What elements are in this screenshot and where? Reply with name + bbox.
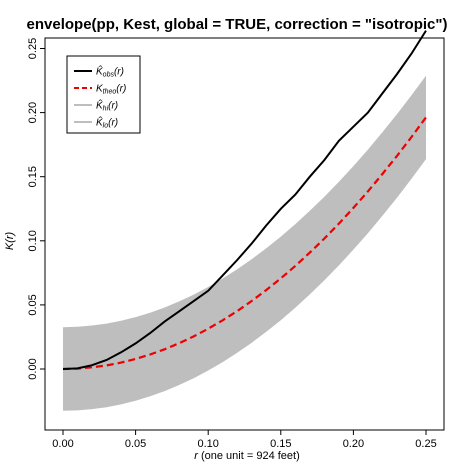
legend-suffix: (r) — [108, 118, 118, 129]
legend: K̂obs(r)Ktheo(r)K̂hi(r)K̂lo(r) — [67, 56, 140, 133]
y-tick-label: 0.10 — [27, 230, 39, 251]
x-axis-label-var: r — [194, 450, 199, 462]
y-tick-label: 0.15 — [27, 166, 39, 187]
y-tick-label: 0.20 — [27, 102, 39, 123]
x-tick-label: 0.20 — [343, 438, 364, 450]
y-axis-label: K(r) — [4, 232, 16, 251]
x-tick-label: 0.15 — [270, 438, 291, 450]
x-axis-label-text: (one unit = 924 feet) — [201, 450, 300, 462]
x-axis: 0.00 0.05 0.10 0.15 0.20 0.25 — [52, 430, 436, 450]
legend-suffix: (r) — [114, 67, 124, 78]
legend-sub: theo — [103, 89, 117, 96]
x-tick-label: 0.00 — [52, 438, 73, 450]
x-axis-label: r (one unit = 924 feet) — [194, 450, 300, 462]
x-tick-label: 0.25 — [415, 438, 436, 450]
legend-suffix: (r) — [108, 101, 118, 112]
y-tick-label: 0.25 — [27, 38, 39, 59]
x-tick-label: 0.05 — [125, 438, 146, 450]
y-tick-label: 0.00 — [27, 358, 39, 379]
x-tick-label: 0.10 — [197, 438, 218, 450]
chart-title: envelope(pp, Kest, global = TRUE, correc… — [27, 16, 448, 33]
legend-suffix: (r) — [116, 84, 126, 95]
legend-sub: obs — [103, 72, 115, 79]
y-axis: 0.00 0.05 0.10 0.15 0.20 0.25 — [27, 38, 45, 380]
y-tick-label: 0.05 — [27, 294, 39, 315]
